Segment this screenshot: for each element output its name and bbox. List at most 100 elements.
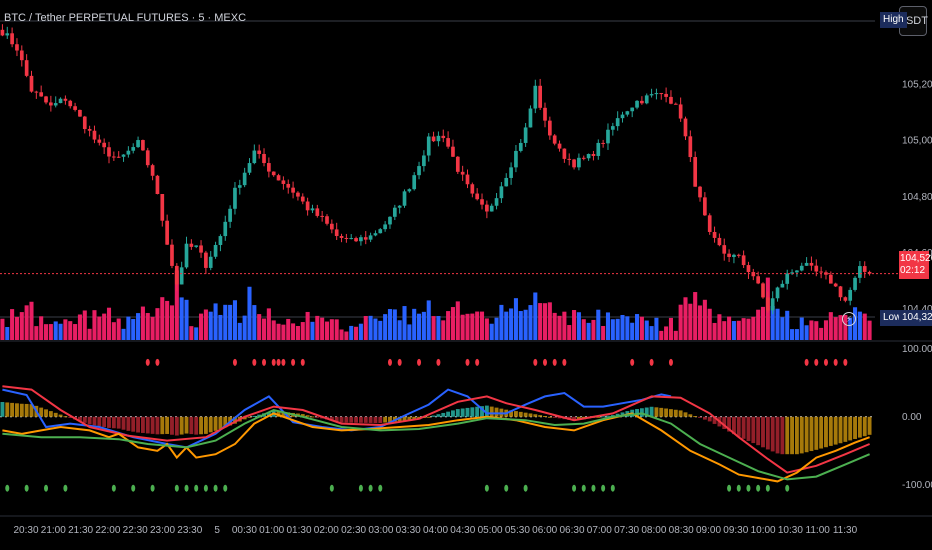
- osc-histogram-bar: [92, 416, 97, 426]
- volume-bar: [276, 323, 281, 340]
- osc-histogram-bar: [136, 416, 141, 433]
- signal-dot-red: [823, 358, 828, 366]
- candle-body: [392, 207, 397, 217]
- osc-histogram-bar: [140, 416, 145, 433]
- candle-body: [828, 274, 833, 284]
- volume-bar: [596, 309, 601, 340]
- signal-dot-green: [746, 484, 751, 492]
- candle-body: [378, 229, 383, 234]
- time-tick-label: 07:30: [614, 525, 639, 536]
- osc-histogram-bar: [441, 412, 446, 417]
- volume-bar: [862, 313, 867, 340]
- volume-bar: [465, 313, 470, 340]
- volume-bar: [562, 311, 567, 340]
- volume-bar: [567, 325, 572, 340]
- candle-body: [102, 142, 106, 148]
- signal-dot-red: [262, 358, 267, 366]
- osc-histogram-bar: [29, 404, 34, 417]
- osc-histogram-bar: [552, 416, 557, 418]
- volume-bar: [460, 314, 465, 340]
- candle-body: [722, 245, 727, 254]
- candle-body: [785, 273, 790, 284]
- candle-body: [528, 108, 533, 128]
- osc-histogram-bar: [329, 416, 334, 421]
- osc-histogram-bar: [368, 416, 373, 423]
- volume-bar: [402, 306, 407, 340]
- time-tick-label: 05:30: [505, 525, 530, 536]
- candle-body: [581, 157, 586, 159]
- volume-bar: [576, 312, 581, 340]
- volume-bar: [184, 299, 189, 340]
- osc-histogram-bar: [480, 406, 484, 417]
- candle-body: [0, 29, 5, 36]
- candle-body: [359, 237, 363, 242]
- volume-bar: [232, 300, 237, 340]
- volume-bar: [867, 320, 872, 340]
- candle-body: [58, 98, 63, 104]
- candle-body: [591, 153, 596, 156]
- volume-bar: [208, 311, 213, 340]
- volume-bar: [237, 322, 242, 340]
- candle-body: [615, 118, 620, 127]
- signal-dot-green: [756, 484, 761, 492]
- osc-line: [2, 408, 870, 481]
- signal-dot-green: [194, 484, 199, 492]
- candle-body: [601, 142, 605, 144]
- candle-body: [320, 215, 324, 217]
- osc-histogram-bar: [358, 416, 363, 423]
- candle-body: [572, 159, 576, 168]
- signal-dot-red: [465, 358, 470, 366]
- candle-body: [262, 153, 266, 164]
- osc-histogram-bar: [659, 407, 664, 417]
- candle-body: [237, 185, 242, 188]
- osc-histogram-bar: [838, 416, 843, 444]
- signal-dot-green: [368, 484, 373, 492]
- volume-bar: [257, 314, 262, 340]
- candle-body: [640, 100, 644, 104]
- osc-histogram-bar: [102, 416, 107, 428]
- candle-body: [136, 140, 140, 148]
- volume-bar: [790, 329, 795, 340]
- candle-body: [548, 120, 552, 136]
- candle-body: [170, 244, 174, 266]
- osc-histogram-bar: [707, 416, 712, 422]
- signal-dot-red: [804, 358, 809, 366]
- candle-body: [49, 102, 53, 106]
- volume-bar: [421, 311, 426, 340]
- osc-histogram-bar: [494, 407, 499, 417]
- candle-body: [509, 167, 513, 178]
- candle-body: [577, 157, 581, 168]
- volume-bar: [857, 311, 862, 340]
- lightning-icon[interactable]: ⚡: [842, 312, 856, 326]
- candle-body: [373, 233, 378, 236]
- volume-bar: [799, 317, 804, 340]
- volume-bar: [77, 314, 82, 340]
- osc-histogram-bar: [746, 416, 751, 441]
- osc-histogram-bar: [223, 416, 228, 428]
- osc-histogram-bar: [184, 416, 189, 434]
- volume-bar: [668, 317, 673, 340]
- osc-histogram-bar: [761, 416, 765, 448]
- candle-body: [523, 127, 528, 143]
- volume-bar: [489, 323, 494, 340]
- signal-dot-green: [504, 484, 509, 492]
- candle-body: [833, 283, 838, 287]
- candle-body: [790, 272, 794, 274]
- candle-body: [97, 139, 102, 143]
- volume-bar: [479, 311, 485, 340]
- volume-bar: [533, 292, 538, 340]
- signal-dot-green: [223, 484, 228, 492]
- volume-bar: [644, 320, 649, 340]
- osc-histogram-bar: [765, 416, 770, 450]
- osc-histogram-bar: [349, 416, 354, 423]
- volume-bar: [450, 307, 455, 340]
- volume-bar: [693, 292, 698, 340]
- volume-bar: [392, 309, 397, 340]
- candle-body: [431, 136, 436, 142]
- candle-body: [727, 253, 731, 257]
- volume-bar: [339, 329, 344, 340]
- osc-histogram-bar: [741, 416, 746, 439]
- candle-body: [707, 215, 712, 232]
- candle-body: [562, 148, 567, 159]
